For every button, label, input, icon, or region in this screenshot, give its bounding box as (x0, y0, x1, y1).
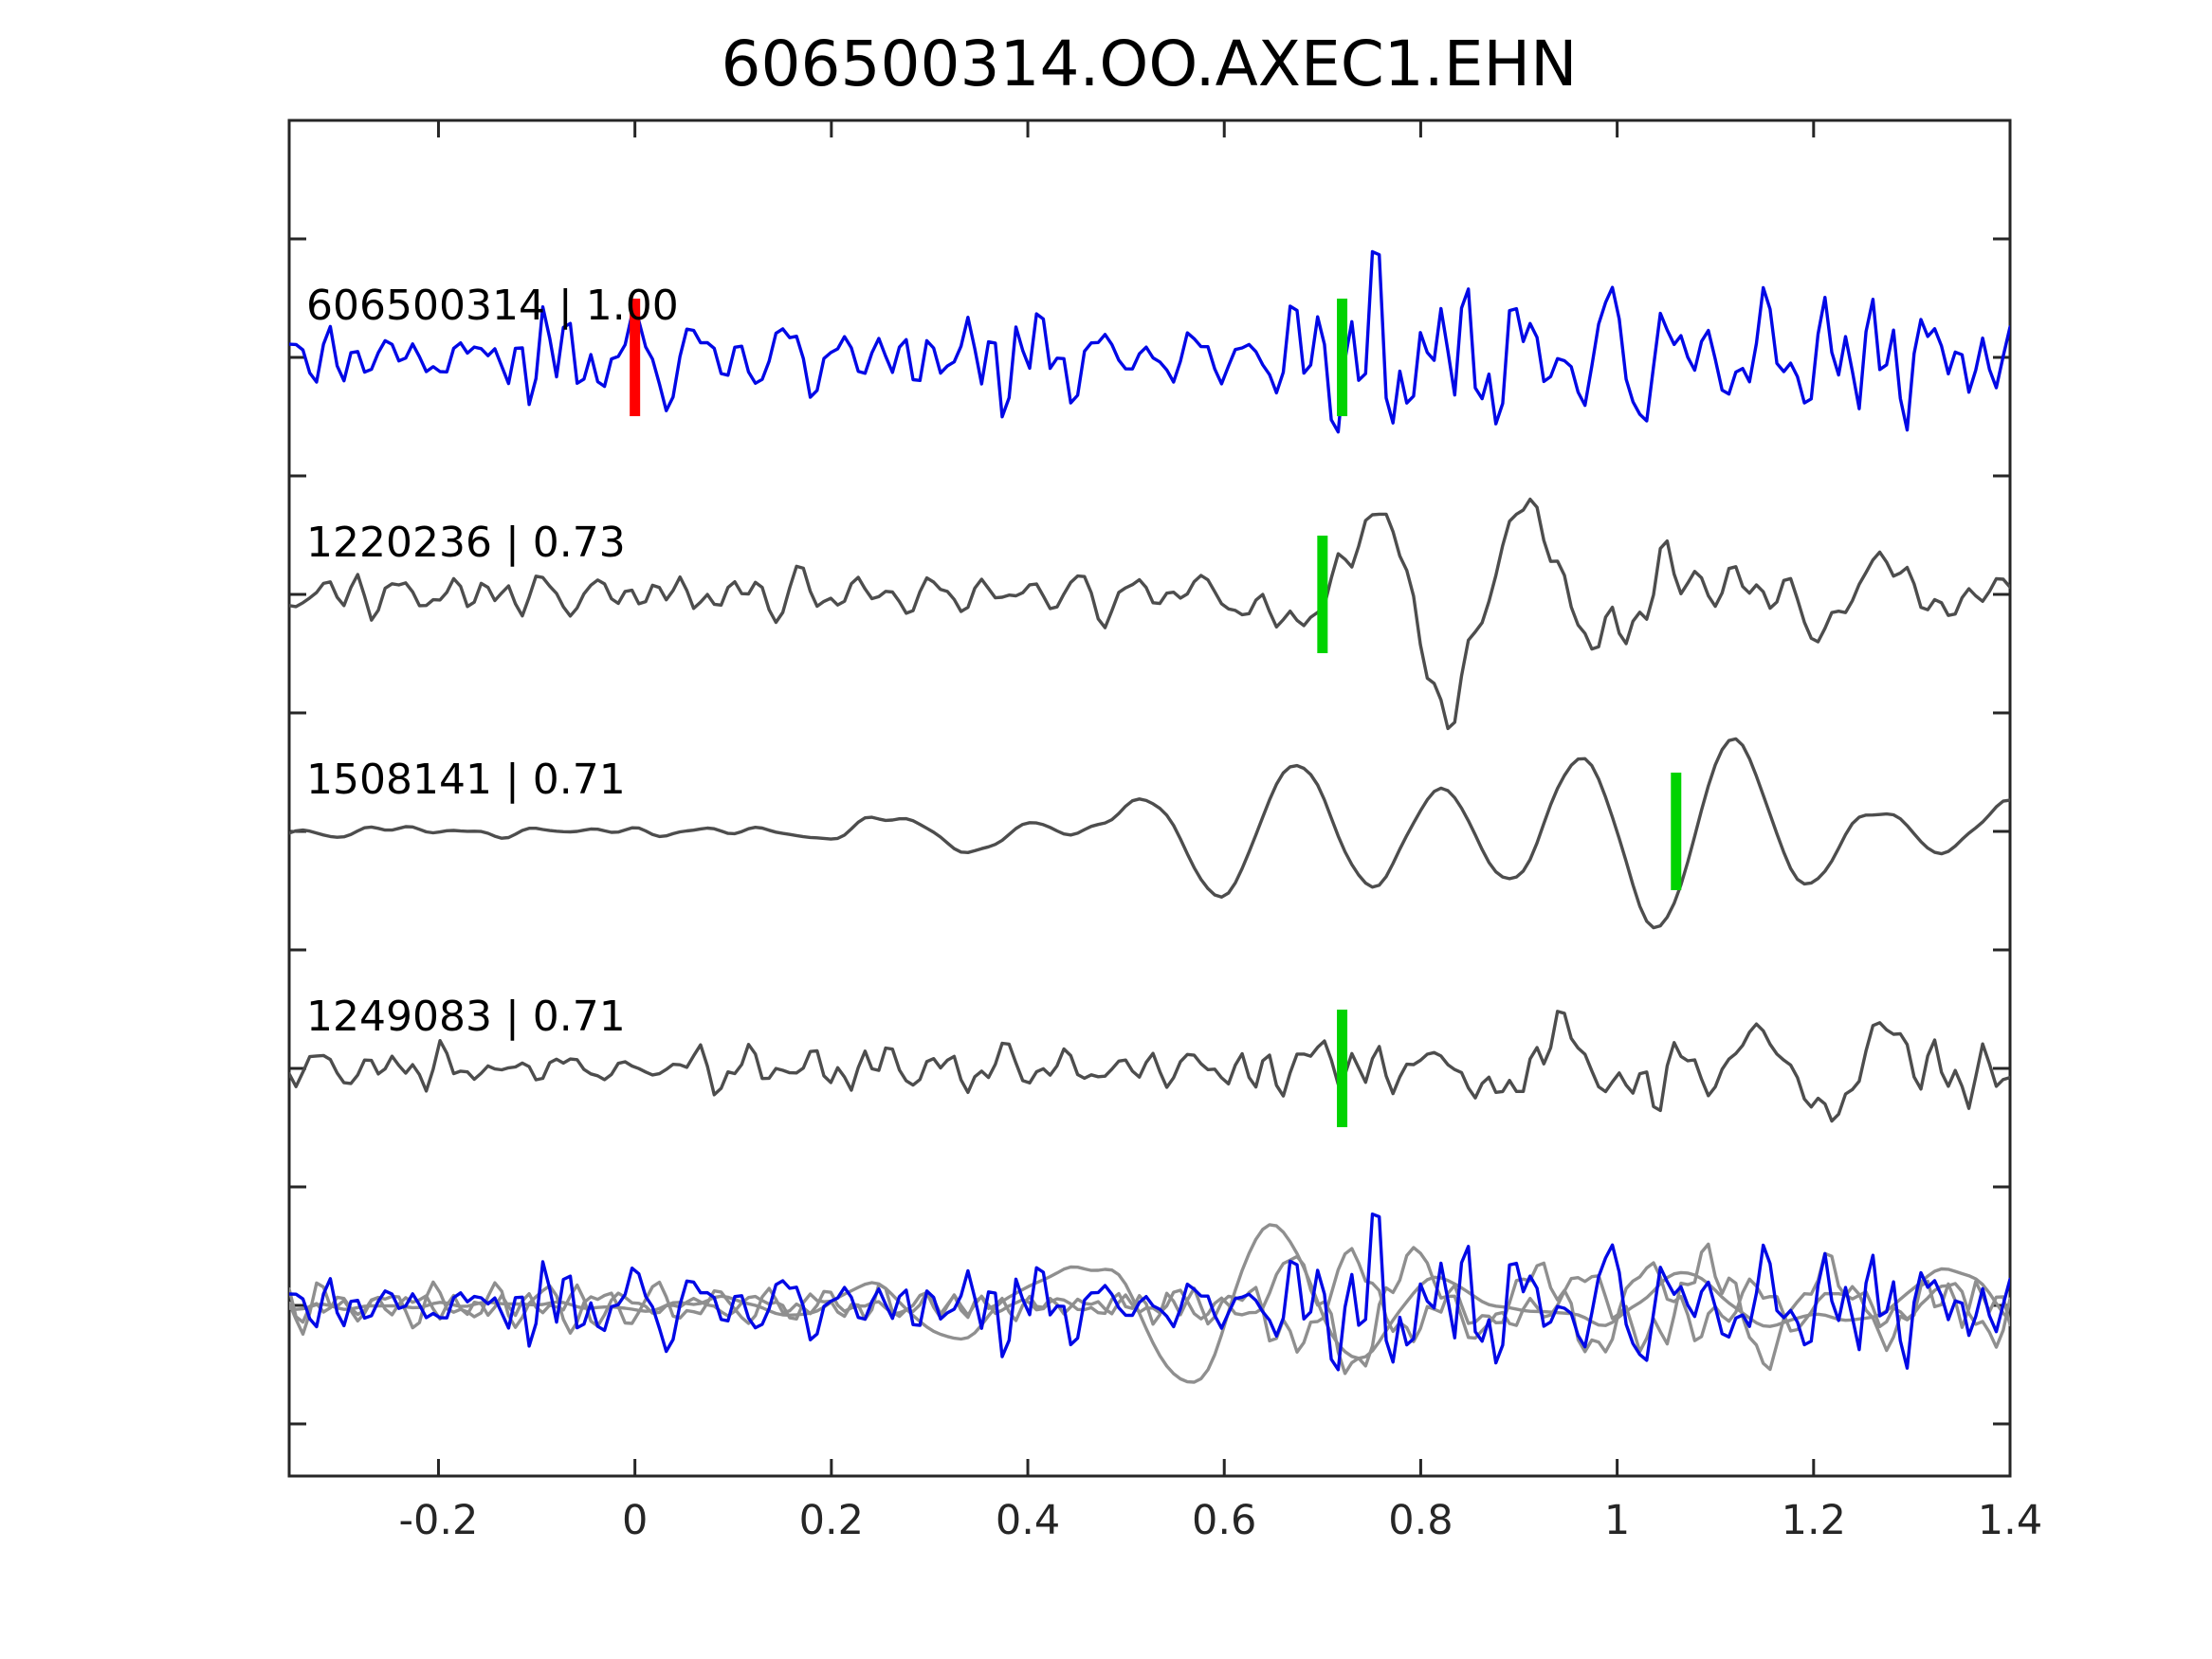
trace-label-template: 606500314 | 1.00 (306, 282, 679, 330)
pick-marker-green-1508141 (1671, 773, 1682, 890)
x-tick-label: 0.8 (1388, 1497, 1453, 1544)
x-tick-label: 0.4 (996, 1497, 1060, 1544)
overlay-template-overlay-3 (289, 1212, 2010, 1372)
x-tick-label: 0 (622, 1497, 648, 1544)
waveform-trace-1220236 (289, 497, 2010, 731)
x-axis-tick-labels: -0.2 0 0.2 0.4 0.6 0.8 1 1.2 1.4 (399, 1497, 2043, 1544)
pick-marker-green-1249083 (1337, 1010, 1348, 1127)
x-tick-label: 1.4 (1978, 1497, 2042, 1544)
x-tick-label: -0.2 (399, 1497, 479, 1544)
overlay-detection-overlay-1 (289, 1223, 2010, 1384)
trace-label-detection-1: 1220236 | 0.73 (306, 519, 626, 567)
trace-label-detection-2: 1508141 | 0.71 (306, 756, 626, 804)
overlay-detection-overlay-0 (289, 1242, 2010, 1376)
pick-marker-green-1220236 (1317, 536, 1328, 653)
pick-marker-red-606500314 (630, 299, 641, 416)
pick-markers (630, 299, 1682, 1127)
waveform-traces (289, 249, 2010, 1384)
x-tick-label: 1.2 (1782, 1497, 1846, 1544)
x-tick-label: 1 (1604, 1497, 1630, 1544)
waveform-trace-1508141 (289, 737, 2010, 930)
x-tick-label: 0.6 (1192, 1497, 1256, 1544)
pick-marker-green-606500314 (1337, 299, 1348, 416)
plot-area (287, 118, 2012, 1478)
trace-label-detection-3: 1249083 | 0.71 (306, 993, 626, 1041)
chart-title: 606500314.OO.AXEC1.EHN (722, 27, 1578, 100)
trace-labels: 606500314 | 1.00 1220236 | 0.73 1508141 … (306, 282, 679, 1041)
waveform-trace-1249083 (289, 1010, 2010, 1123)
waveform-trace-606500314 (289, 249, 2010, 434)
x-tick-label: 0.2 (799, 1497, 864, 1544)
